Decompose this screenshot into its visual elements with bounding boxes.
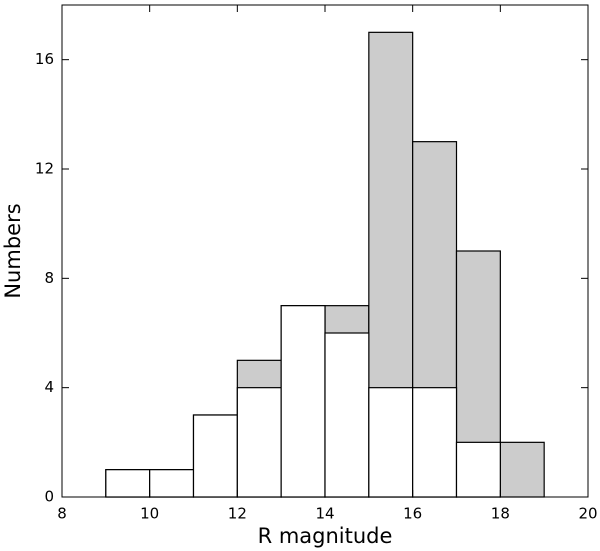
histogram-bar [105,469,151,498]
histogram-bar [324,332,370,498]
histogram-bar [236,387,282,498]
x-tick-label: 20 [578,505,597,523]
histogram-bar [192,414,238,498]
x-axis-label: R magnitude [258,524,393,548]
histogram-bar [280,305,326,498]
x-tick-label: 12 [228,505,247,523]
y-tick-label: 16 [35,50,54,68]
x-tick-label: 14 [315,505,334,523]
histogram-bar [368,387,414,498]
x-tick-label: 18 [491,505,510,523]
x-tick-label: 10 [140,505,159,523]
histogram-bar [499,441,545,498]
y-tick-label: 12 [35,160,54,178]
histogram-bar [412,387,458,498]
y-tick-label: 8 [44,269,54,287]
histogram-bar [455,441,501,498]
y-tick-label: 0 [44,488,54,506]
y-tick-label: 4 [44,378,54,396]
histogram-bar [149,469,195,498]
x-tick-label: 16 [403,505,422,523]
x-tick-label: 8 [57,505,67,523]
y-axis-label: Numbers [1,203,25,298]
